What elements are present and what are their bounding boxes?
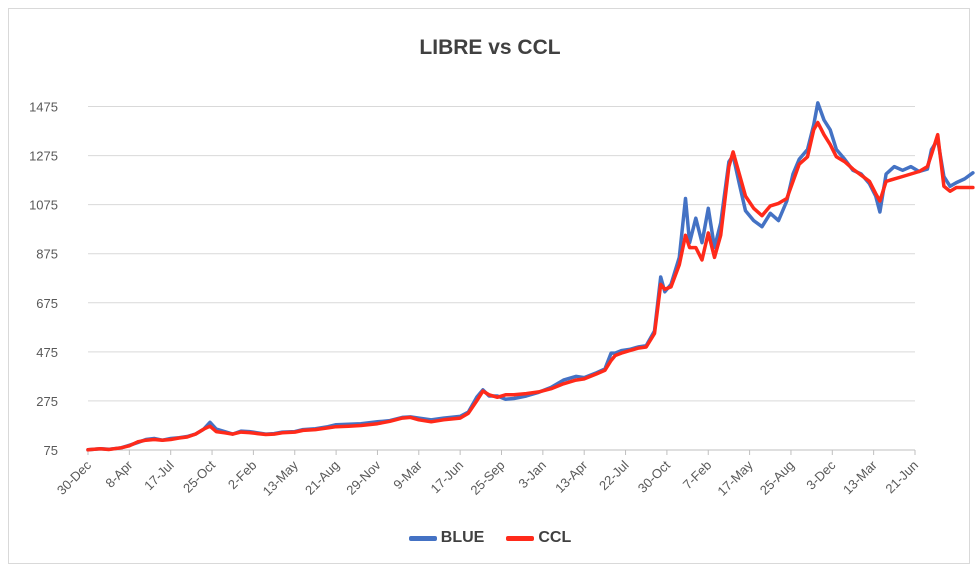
- x-tick-label: 29-Nov: [343, 457, 384, 498]
- x-tick-label: 3-Jan: [515, 458, 549, 492]
- x-tick-label: 30-Dec: [54, 457, 95, 498]
- series-line-ccl: [86, 120, 975, 452]
- y-tick-label: 1275: [29, 149, 58, 164]
- y-tick-label: 1475: [29, 100, 58, 115]
- chart-frame: [8, 8, 970, 564]
- x-tick-label: 9-Mar: [390, 457, 425, 492]
- legend-item-ccl: CCL: [506, 529, 571, 547]
- y-tick-label: 875: [36, 247, 58, 262]
- y-tick-label: 475: [36, 345, 58, 360]
- chart-title: LIBRE vs CCL: [419, 36, 561, 59]
- legend-label-ccl: CCL: [538, 529, 572, 546]
- legend-item-blue: BLUE: [408, 529, 485, 547]
- x-tick-label: 13-May: [260, 457, 302, 499]
- x-tick-label: 22-Jul: [596, 457, 632, 493]
- series-line-blue: [86, 101, 975, 452]
- x-tick-label: 7-Feb: [680, 458, 715, 493]
- x-tick-label: 13-Apr: [552, 457, 591, 496]
- x-tick-label: 21-Aug: [302, 458, 342, 498]
- x-tick-label: 17-Jun: [428, 458, 467, 497]
- x-tick-label: 3-Dec: [803, 457, 838, 492]
- legend-swatch-ccl: [506, 535, 535, 541]
- y-tick-label: 275: [36, 394, 58, 409]
- x-tick-label: 25-Aug: [757, 458, 797, 498]
- y-tick-label: 675: [36, 296, 58, 311]
- x-tick-label: 17-May: [714, 457, 756, 499]
- x-tick-label: 17-Jul: [141, 457, 177, 493]
- legend-label-blue: BLUE: [440, 529, 485, 546]
- x-tick-label: 25-Sep: [467, 458, 507, 498]
- y-tick-label: 75: [44, 443, 58, 458]
- x-tick-label: 8-Apr: [102, 457, 136, 491]
- legend-swatch-blue: [408, 535, 437, 541]
- y-tick-label: 1075: [29, 198, 58, 213]
- x-tick-label: 30-Oct: [635, 457, 673, 495]
- legend: BLUE CCL: [0, 529, 980, 547]
- x-tick-label: 2-Feb: [225, 458, 260, 493]
- x-tick-label: 25-Oct: [180, 457, 218, 495]
- x-tick-label: 13-Mar: [840, 457, 880, 497]
- x-tick-label: 21-Jun: [882, 458, 921, 497]
